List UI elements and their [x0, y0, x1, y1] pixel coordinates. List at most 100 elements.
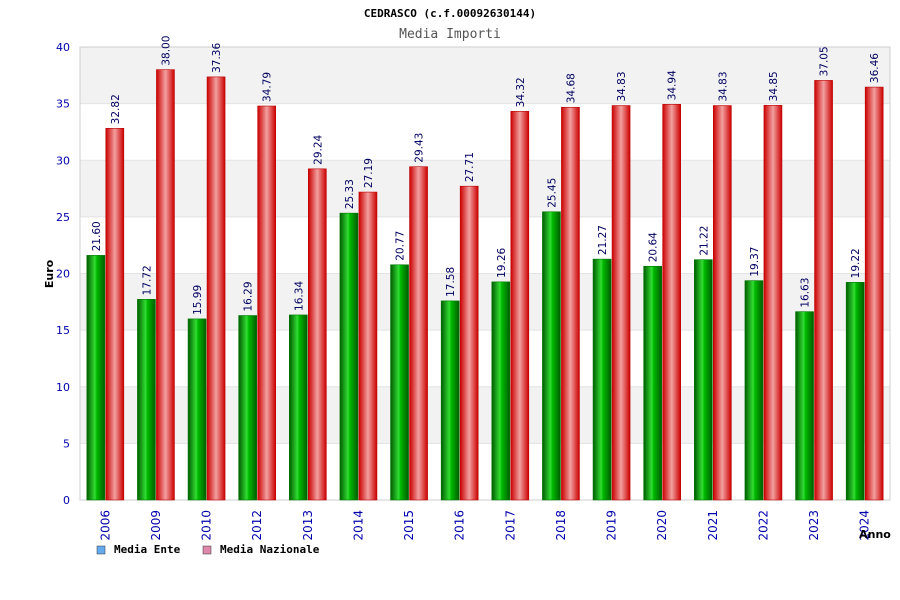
bar-media-ente	[187, 318, 207, 501]
bar-value-label: 19.22	[850, 248, 862, 278]
bar-media-nazionale	[257, 105, 276, 501]
bar-value-label: 16.63	[800, 278, 812, 308]
bar-media-ente	[289, 314, 308, 501]
bar-media-ente	[440, 300, 460, 501]
x-tick-label: 2019	[605, 510, 619, 541]
bar-media-ente	[137, 299, 156, 501]
bar-value-label: 34.83	[616, 71, 628, 101]
bar-value-label: 29.43	[414, 133, 426, 163]
chart-title: CEDRASCO (c.f.00092630144)	[364, 7, 536, 20]
bar-media-nazionale	[864, 86, 884, 501]
x-tick-label: 2021	[706, 510, 720, 541]
y-axis-ticks: 0 5 10 15 20 25 30 35 40	[56, 41, 70, 507]
bar-media-nazionale	[206, 76, 226, 501]
x-axis-ticks: 2006 2009 2010 2012 2013 2014 2015 2016 2017 2018…	[98, 510, 871, 541]
bar-value-label: 27.71	[464, 152, 476, 182]
bar-media-nazionale	[156, 69, 175, 501]
bar-media-ente	[86, 255, 106, 501]
bar-value-label: 37.36	[211, 43, 223, 73]
bar-value-label: 34.83	[717, 71, 729, 101]
bar-media-nazionale	[611, 105, 631, 501]
x-tick-label: 2015	[402, 510, 416, 541]
bar-value-label: 34.32	[515, 77, 527, 107]
bar-media-ente	[694, 259, 713, 501]
bar-value-label: 21.22	[698, 226, 710, 256]
bar-media-nazionale	[105, 128, 125, 501]
bar-value-label: 20.64	[648, 232, 660, 262]
x-tick-label: 2010	[200, 510, 214, 541]
x-tick-label: 2022	[756, 510, 770, 541]
legend-label-media-nazionale: Media Nazionale	[220, 543, 320, 556]
bar-value-label: 15.99	[192, 285, 204, 315]
y-tick-label: 5	[63, 437, 70, 450]
bar-media-nazionale	[763, 105, 783, 501]
x-tick-label: 2006	[98, 510, 112, 541]
bar-value-label: 21.27	[597, 225, 609, 255]
y-axis-label: Euro	[43, 259, 56, 288]
plot-border	[79, 46, 891, 501]
bar-media-ente	[491, 281, 511, 501]
x-tick-label: 2017	[503, 510, 517, 541]
bar-value-label: 34.85	[768, 71, 780, 101]
bar-value-label: 20.77	[395, 231, 407, 261]
x-tick-label: 2024	[858, 510, 872, 541]
x-tick-label: 2013	[301, 510, 315, 541]
y-tick-label: 20	[56, 268, 70, 281]
x-tick-label: 2014	[351, 510, 365, 541]
x-tick-label: 2009	[149, 510, 163, 541]
bar-media-nazionale	[814, 80, 833, 501]
legend-swatch-media-nazionale	[202, 545, 212, 555]
bar-value-label: 21.60	[91, 221, 103, 251]
bar-media-ente	[795, 311, 814, 501]
y-tick-label: 0	[63, 494, 70, 507]
bar-media-nazionale	[561, 106, 580, 501]
bar-value-label: 17.58	[445, 267, 457, 297]
y-tick-label: 40	[56, 41, 70, 54]
y-tick-label: 25	[56, 211, 70, 224]
x-tick-label: 2018	[554, 510, 568, 541]
bar-media-ente	[845, 282, 865, 501]
legend-label-media-ente: Media Ente	[114, 543, 181, 556]
bar-value-label: 29.24	[312, 134, 324, 164]
bar-media-ente	[390, 264, 409, 501]
y-tick-label: 15	[56, 324, 70, 337]
bar-value-label: 34.94	[667, 70, 679, 100]
y-tick-label: 30	[56, 154, 70, 167]
bar-value-label: 34.68	[565, 73, 577, 103]
bar-media-nazionale	[358, 191, 378, 501]
bar-media-nazionale	[409, 166, 428, 501]
y-tick-label: 35	[56, 98, 70, 111]
x-tick-label: 2012	[250, 510, 264, 541]
bar-media-nazionale	[713, 105, 732, 501]
x-tick-label: 2016	[453, 510, 467, 541]
legend-swatch-media-ente	[96, 545, 106, 555]
bar-value-label: 16.29	[243, 281, 255, 311]
bar-media-ente	[643, 265, 662, 501]
bar-media-ente	[744, 280, 764, 501]
bar-media-nazionale	[510, 111, 530, 501]
bar-value-label: 19.37	[749, 247, 761, 277]
bar-value-labels: 21.60 32.82 17.72 38.00 15.99 37.36 16.29 34.79…	[91, 36, 881, 315]
bar-value-label: 27.19	[363, 158, 375, 188]
x-tick-label: 2020	[655, 510, 669, 541]
bar-value-label: 37.05	[819, 46, 831, 76]
y-tick-label: 10	[56, 381, 70, 394]
x-tick-label: 2023	[807, 510, 821, 541]
x-axis-label: Anno	[859, 528, 891, 541]
bar-value-label: 25.45	[546, 178, 558, 208]
bar-media-ente	[542, 211, 561, 501]
bar-value-label: 38.00	[160, 36, 172, 66]
bar-value-label: 25.33	[344, 179, 356, 209]
bars	[86, 69, 884, 501]
bar-value-label: 34.79	[262, 72, 274, 102]
bar-media-nazionale	[662, 104, 681, 501]
bar-value-label: 36.46	[869, 53, 881, 83]
bar-media-nazionale	[308, 168, 327, 501]
legend: Media Ente Media Nazionale	[96, 543, 320, 556]
bar-media-nazionale	[459, 185, 479, 501]
chart-subtitle: Media Importi	[399, 27, 501, 42]
bar-value-label: 19.26	[496, 248, 508, 278]
bar-media-ente	[238, 315, 257, 501]
bar-media-ente	[592, 258, 612, 501]
